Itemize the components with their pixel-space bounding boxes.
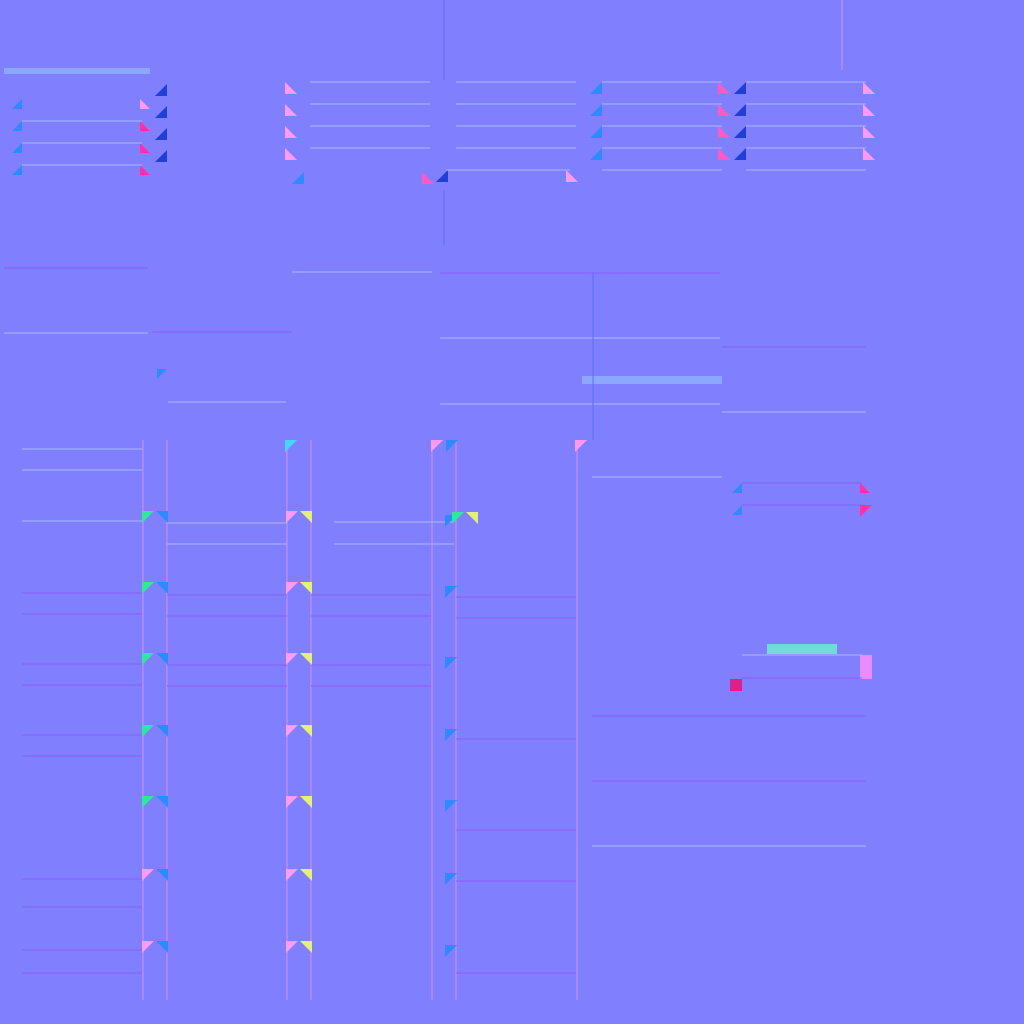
corner-triangle xyxy=(590,126,602,138)
corner-triangle xyxy=(300,725,312,737)
corner-triangle xyxy=(445,945,457,957)
corner-triangle xyxy=(157,369,167,379)
corner-triangle xyxy=(142,725,154,737)
corner-triangle xyxy=(718,104,730,116)
corner-triangle xyxy=(12,121,22,131)
corner-triangle xyxy=(445,657,457,669)
corner-triangle xyxy=(285,126,297,138)
corner-triangle xyxy=(300,941,312,953)
corner-triangle xyxy=(300,796,312,808)
corner-triangle xyxy=(732,505,742,515)
corner-triangle xyxy=(863,104,875,116)
corner-triangle xyxy=(142,941,154,953)
corner-triangle xyxy=(285,440,297,452)
corner-triangle xyxy=(566,170,578,182)
corner-triangle xyxy=(156,869,168,881)
corner-triangle xyxy=(590,148,602,160)
corner-triangle xyxy=(156,725,168,737)
corner-triangle xyxy=(285,104,297,116)
corner-triangle xyxy=(286,725,298,737)
corner-triangle xyxy=(718,148,730,160)
corner-triangle xyxy=(734,126,746,138)
corner-triangle xyxy=(300,653,312,665)
corner-triangle xyxy=(140,121,150,131)
corner-triangle xyxy=(734,82,746,94)
corner-triangle xyxy=(286,796,298,808)
shade-band xyxy=(582,376,722,384)
corner-triangle xyxy=(140,143,150,153)
corner-triangle xyxy=(142,582,154,594)
corner-triangle xyxy=(466,512,478,524)
corner-triangle xyxy=(863,82,875,94)
corner-triangle xyxy=(422,172,434,184)
corner-triangle xyxy=(445,586,457,598)
shade-band xyxy=(860,655,872,679)
corner-triangle xyxy=(436,170,448,182)
corner-triangle xyxy=(446,440,458,452)
corner-triangle xyxy=(155,106,167,118)
corner-triangle xyxy=(142,511,154,523)
corner-triangle xyxy=(285,148,297,160)
corner-triangle xyxy=(140,165,150,175)
corner-triangle xyxy=(734,148,746,160)
corner-triangle xyxy=(155,128,167,140)
corner-triangle xyxy=(12,99,22,109)
shade-band xyxy=(767,644,837,654)
corner-triangle xyxy=(156,941,168,953)
corner-triangle xyxy=(452,512,464,524)
corner-triangle xyxy=(142,653,154,665)
corner-triangle xyxy=(590,104,602,116)
corner-triangle xyxy=(860,483,870,493)
corner-triangle xyxy=(156,582,168,594)
corner-triangle xyxy=(863,148,875,160)
corner-triangle xyxy=(445,729,457,741)
corner-triangle xyxy=(300,582,312,594)
corner-triangle xyxy=(445,873,457,885)
corner-triangle xyxy=(286,511,298,523)
corner-triangle xyxy=(732,483,742,493)
shade-band xyxy=(730,679,742,691)
corner-triangle xyxy=(286,869,298,881)
corner-triangle xyxy=(12,143,22,153)
corner-triangle xyxy=(286,582,298,594)
corner-triangle xyxy=(156,653,168,665)
corner-triangle xyxy=(718,82,730,94)
corner-triangle xyxy=(860,505,872,517)
corner-triangle xyxy=(292,172,304,184)
corner-triangle xyxy=(718,126,730,138)
corner-triangle xyxy=(445,800,457,812)
corner-triangle xyxy=(12,165,22,175)
corner-triangle xyxy=(286,941,298,953)
corner-triangle xyxy=(300,511,312,523)
corner-triangle xyxy=(142,796,154,808)
corner-triangle xyxy=(590,82,602,94)
corner-triangle xyxy=(431,440,443,452)
corner-triangle xyxy=(156,511,168,523)
corner-triangle xyxy=(156,796,168,808)
corner-triangle xyxy=(140,99,150,109)
corner-triangle xyxy=(285,82,297,94)
corner-triangle xyxy=(575,440,587,452)
corner-triangle xyxy=(155,84,167,96)
corner-triangle xyxy=(286,653,298,665)
corner-triangle xyxy=(300,869,312,881)
corner-triangle xyxy=(734,104,746,116)
corner-triangle xyxy=(155,150,167,162)
corner-triangle xyxy=(863,126,875,138)
shade-band xyxy=(4,68,150,74)
corner-triangle xyxy=(142,869,154,881)
